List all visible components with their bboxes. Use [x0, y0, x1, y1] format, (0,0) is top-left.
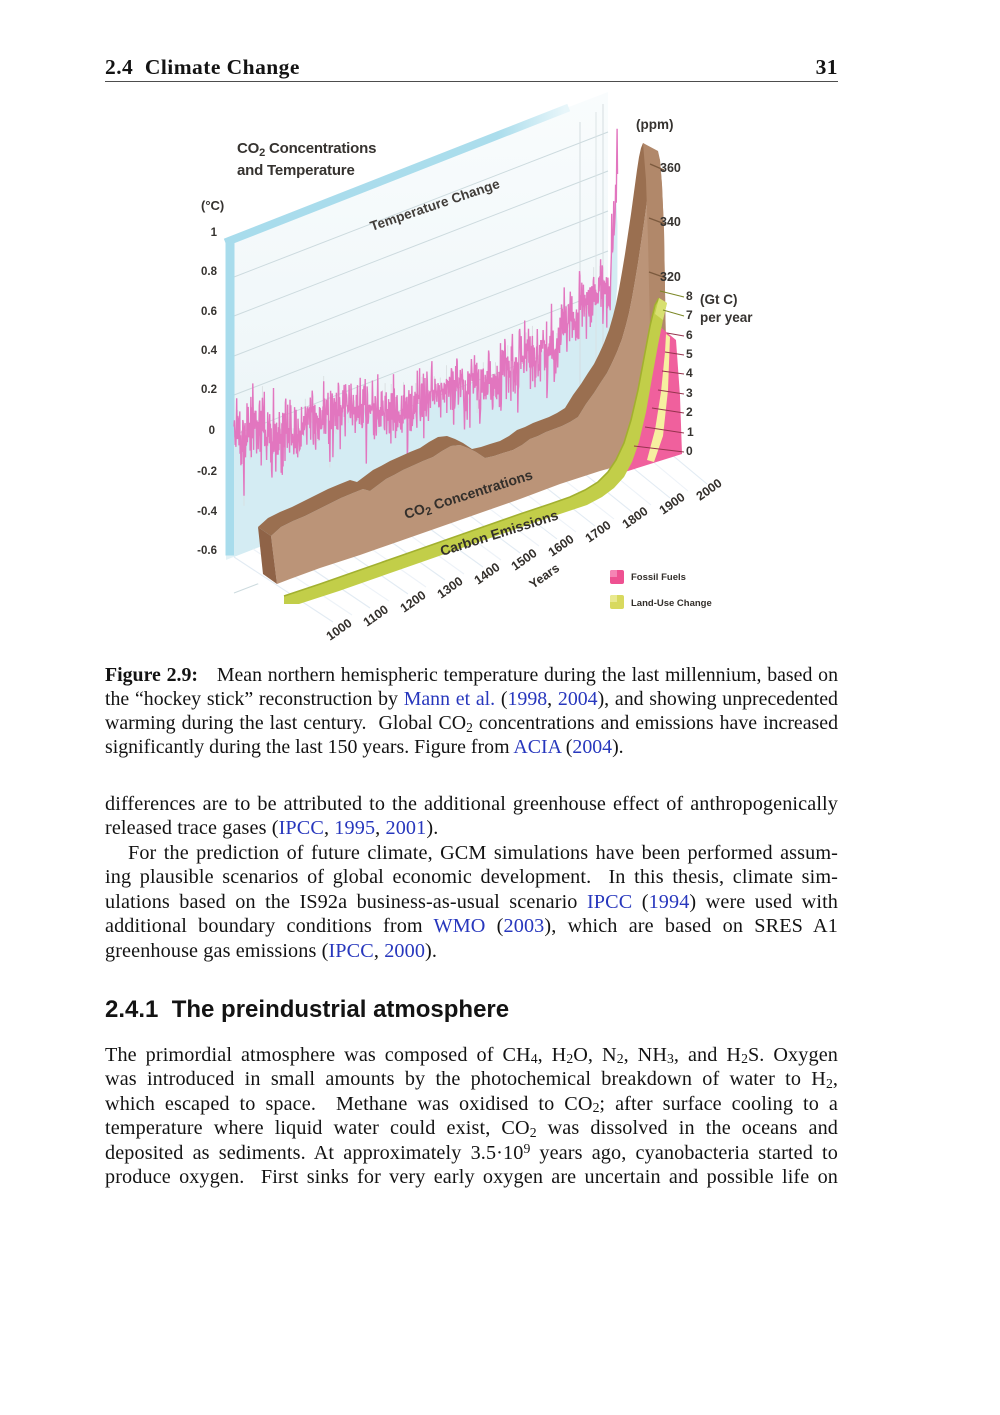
svg-text:1300: 1300: [435, 574, 466, 601]
svg-text:CO2 Concentrations: CO2 Concentrations: [237, 140, 376, 159]
svg-text:0: 0: [209, 425, 215, 437]
svg-text:2: 2: [686, 405, 693, 419]
svg-text:1700: 1700: [583, 518, 614, 545]
svg-text:-0.4: -0.4: [197, 506, 217, 518]
svg-text:1000: 1000: [324, 616, 355, 643]
svg-text:(°C): (°C): [201, 198, 224, 213]
svg-text:1900: 1900: [657, 490, 688, 517]
svg-text:1100: 1100: [361, 602, 391, 629]
svg-text:Land-Use Change: Land-Use Change: [631, 598, 712, 609]
svg-text:0.6: 0.6: [201, 306, 217, 318]
svg-text:340: 340: [660, 215, 681, 229]
svg-text:1400: 1400: [472, 560, 503, 587]
svg-text:Years: Years: [527, 561, 562, 592]
svg-text:360: 360: [660, 161, 681, 175]
svg-text:Fossil Fuels: Fossil Fuels: [631, 572, 686, 583]
svg-text:6: 6: [686, 328, 693, 342]
svg-text:(ppm): (ppm): [636, 117, 674, 132]
svg-text:1600: 1600: [546, 532, 577, 559]
svg-text:1800: 1800: [620, 504, 651, 531]
svg-text:8: 8: [686, 289, 693, 303]
svg-text:1500: 1500: [509, 546, 540, 573]
svg-text:per year: per year: [700, 310, 753, 325]
svg-text:-0.2: -0.2: [197, 466, 217, 478]
svg-text:7: 7: [686, 308, 693, 322]
svg-text:-0.6: -0.6: [197, 545, 217, 557]
svg-text:0.8: 0.8: [201, 266, 218, 278]
svg-text:0.2: 0.2: [201, 384, 217, 396]
svg-text:0.4: 0.4: [201, 345, 218, 357]
svg-text:2000: 2000: [694, 476, 725, 503]
svg-text:0: 0: [686, 444, 693, 458]
svg-text:(Gt C): (Gt C): [700, 292, 738, 307]
svg-text:3: 3: [686, 386, 693, 400]
svg-text:and Temperature: and Temperature: [237, 162, 355, 179]
svg-text:1200: 1200: [398, 588, 429, 615]
svg-text:320: 320: [660, 270, 681, 284]
svg-text:4: 4: [686, 366, 693, 380]
svg-text:1: 1: [211, 227, 218, 239]
svg-text:5: 5: [686, 347, 693, 361]
svg-text:1: 1: [687, 425, 694, 439]
